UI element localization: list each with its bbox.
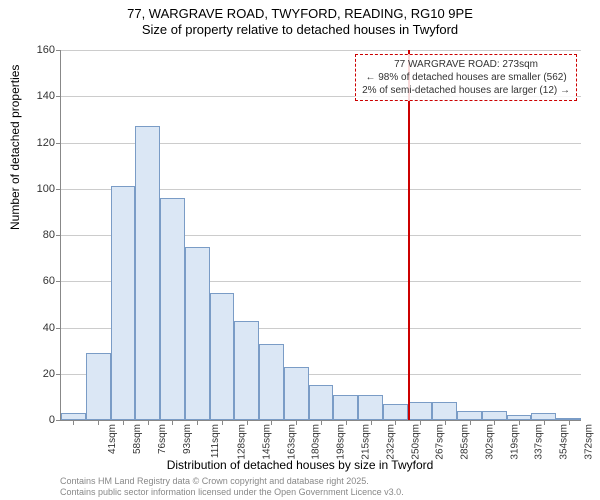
title-line-2: Size of property relative to detached ho… bbox=[0, 22, 600, 38]
histogram-bar bbox=[432, 402, 457, 421]
y-tick-label: 140 bbox=[37, 90, 55, 102]
y-tick-label: 20 bbox=[43, 368, 55, 380]
histogram-bar bbox=[185, 247, 210, 420]
x-tick-label: 76sqm bbox=[157, 424, 168, 454]
subject-property-line bbox=[408, 50, 410, 420]
x-axis-label: Distribution of detached houses by size … bbox=[0, 458, 600, 472]
y-axis-label: Number of detached properties bbox=[8, 65, 22, 230]
attribution-line-2: Contains public sector information licen… bbox=[60, 487, 404, 498]
x-tick-mark bbox=[123, 420, 124, 425]
x-tick-label: 198sqm bbox=[336, 424, 347, 460]
histogram-bar bbox=[358, 395, 383, 420]
y-tick-mark bbox=[56, 235, 61, 236]
histogram-bar bbox=[482, 411, 507, 420]
x-tick-label: 163sqm bbox=[286, 424, 297, 460]
x-tick-label: 319sqm bbox=[509, 424, 520, 460]
annotation-line: 77 WARGRAVE ROAD: 273sqm bbox=[362, 58, 570, 71]
y-tick-label: 0 bbox=[49, 414, 55, 426]
y-tick-mark bbox=[56, 420, 61, 421]
x-tick-label: 180sqm bbox=[311, 424, 322, 460]
x-tick-mark bbox=[519, 420, 520, 425]
x-tick-mark bbox=[271, 420, 272, 425]
y-tick-label: 100 bbox=[37, 183, 55, 195]
y-tick-mark bbox=[56, 189, 61, 190]
x-tick-label: 232sqm bbox=[385, 424, 396, 460]
x-tick-label: 41sqm bbox=[107, 424, 118, 454]
x-tick-mark bbox=[371, 420, 372, 425]
attribution-text: Contains HM Land Registry data © Crown c… bbox=[60, 476, 404, 498]
y-tick-mark bbox=[56, 50, 61, 51]
x-tick-label: 215sqm bbox=[361, 424, 372, 460]
y-tick-label: 80 bbox=[43, 229, 55, 241]
x-tick-mark bbox=[569, 420, 570, 425]
x-tick-label: 111sqm bbox=[211, 424, 222, 458]
y-tick-mark bbox=[56, 328, 61, 329]
x-tick-label: 145sqm bbox=[262, 424, 273, 460]
x-tick-mark bbox=[445, 420, 446, 425]
x-tick-label: 337sqm bbox=[534, 424, 545, 460]
x-tick-label: 285sqm bbox=[460, 424, 471, 460]
annotation-line: ← 98% of detached houses are smaller (56… bbox=[362, 71, 570, 84]
x-tick-label: 267sqm bbox=[435, 424, 446, 460]
x-tick-label: 128sqm bbox=[237, 424, 248, 460]
x-tick-label: 93sqm bbox=[182, 424, 193, 454]
x-tick-label: 372sqm bbox=[583, 424, 594, 460]
histogram-bar bbox=[457, 411, 482, 420]
y-tick-label: 60 bbox=[43, 275, 55, 287]
histogram-bar bbox=[309, 385, 334, 420]
histogram-bar bbox=[61, 413, 86, 420]
annotation: 77 WARGRAVE ROAD: 273sqm← 98% of detache… bbox=[355, 54, 577, 101]
y-tick-mark bbox=[56, 96, 61, 97]
x-tick-label: 250sqm bbox=[410, 424, 421, 460]
x-tick-mark bbox=[395, 420, 396, 425]
x-tick-mark bbox=[98, 420, 99, 425]
x-tick-mark bbox=[346, 420, 347, 425]
x-tick-label: 354sqm bbox=[559, 424, 570, 460]
x-tick-mark bbox=[420, 420, 421, 425]
histogram-bar bbox=[111, 186, 136, 420]
histogram-bar bbox=[210, 293, 235, 420]
chart-title: 77, WARGRAVE ROAD, TWYFORD, READING, RG1… bbox=[0, 0, 600, 37]
x-tick-mark bbox=[544, 420, 545, 425]
histogram-bar bbox=[234, 321, 259, 420]
x-tick-label: 58sqm bbox=[132, 424, 143, 454]
y-tick-mark bbox=[56, 374, 61, 375]
x-tick-label: 302sqm bbox=[484, 424, 495, 460]
x-tick-mark bbox=[494, 420, 495, 425]
x-tick-mark bbox=[470, 420, 471, 425]
annotation-line: 2% of semi-detached houses are larger (1… bbox=[362, 84, 570, 97]
histogram-bar bbox=[284, 367, 309, 420]
histogram-bar bbox=[86, 353, 111, 420]
y-tick-label: 40 bbox=[43, 322, 55, 334]
histogram-bar bbox=[160, 198, 185, 420]
x-tick-mark bbox=[172, 420, 173, 425]
y-tick-mark bbox=[56, 143, 61, 144]
x-tick-mark bbox=[73, 420, 74, 425]
histogram-bar bbox=[135, 126, 160, 420]
x-tick-mark bbox=[197, 420, 198, 425]
x-tick-mark bbox=[247, 420, 248, 425]
histogram-bar bbox=[259, 344, 284, 420]
x-tick-mark bbox=[321, 420, 322, 425]
y-tick-label: 160 bbox=[37, 44, 55, 56]
x-tick-mark bbox=[296, 420, 297, 425]
histogram-bar bbox=[531, 413, 556, 420]
y-tick-mark bbox=[56, 281, 61, 282]
attribution-line-1: Contains HM Land Registry data © Crown c… bbox=[60, 476, 404, 487]
plot-area: 77 WARGRAVE ROAD: 273sqm← 98% of detache… bbox=[60, 50, 581, 421]
x-tick-mark bbox=[148, 420, 149, 425]
histogram-bar bbox=[333, 395, 358, 420]
title-line-1: 77, WARGRAVE ROAD, TWYFORD, READING, RG1… bbox=[0, 6, 600, 22]
y-tick-label: 120 bbox=[37, 137, 55, 149]
histogram-bars bbox=[61, 50, 581, 420]
histogram-bar bbox=[383, 404, 408, 420]
x-tick-mark bbox=[222, 420, 223, 425]
histogram-bar bbox=[408, 402, 433, 421]
chart-container: 77, WARGRAVE ROAD, TWYFORD, READING, RG1… bbox=[0, 0, 600, 500]
